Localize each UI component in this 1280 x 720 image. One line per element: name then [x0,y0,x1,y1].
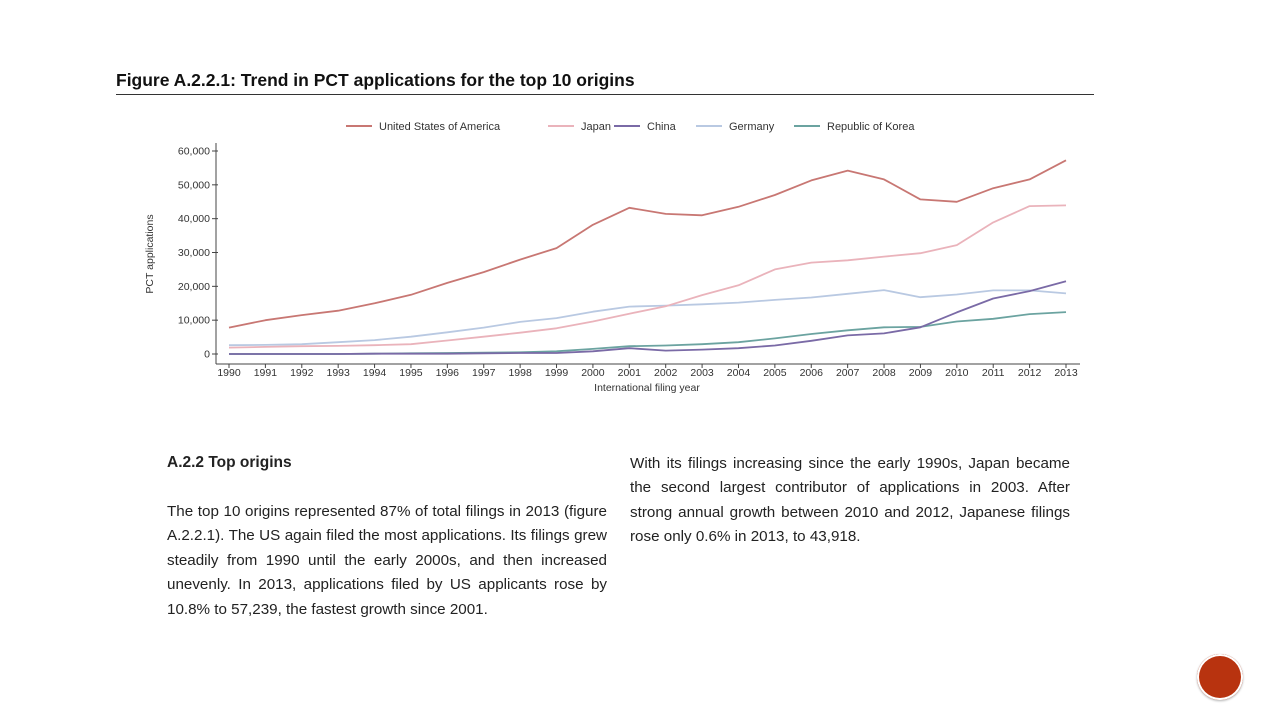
x-tick-label: 1991 [254,367,278,379]
series-line-china [229,280,1067,355]
x-tick-label: 2010 [945,367,969,379]
y-tick-label: 40,000 [178,213,210,225]
legend-label: China [647,121,677,133]
x-tick-label: 2012 [1018,367,1042,379]
x-tick-label: 2001 [618,367,642,379]
x-tick-label: 1996 [436,367,460,379]
pct-trend-chart: 0 10,000 20,000 30,000 40,000 50,000 60,000 199… [144,121,1080,394]
x-tick-label: 1993 [326,367,350,379]
x-tick-label: 1994 [363,367,387,379]
title-divider [116,94,1094,95]
x-tick-label: 2002 [654,367,678,379]
series-line-united-states-of-america [228,159,1067,329]
x-tick-label: 2005 [763,367,787,379]
x-tick-label: 1992 [290,367,314,379]
x-tick-label: 1998 [508,367,532,379]
y-tick-label: 30,000 [178,247,210,259]
x-axis-title: International filing year [594,382,700,394]
circle-button-icon[interactable] [1197,654,1243,700]
y-tick-label: 20,000 [178,281,210,293]
section-heading: A.2.2 Top origins [167,454,292,471]
y-tick-label: 60,000 [178,146,210,158]
x-tick-label: 2013 [1054,367,1078,379]
figure-title: Figure A.2.2.1: Trend in PCT application… [116,70,635,90]
x-tick-label: 2006 [800,367,824,379]
x-tick-label: 2003 [690,367,714,379]
x-tick-label: 2008 [872,367,896,379]
x-tick-label: 1999 [545,367,569,379]
x-tick-label: 2004 [727,367,751,379]
x-tick-label: 1997 [472,367,496,379]
x-tick-label: 2009 [909,367,933,379]
legend-label: Republic of Korea [827,121,915,133]
legend-label: Japan [581,121,611,133]
y-axis-title: PCT applications [144,214,156,293]
y-tick-label: 50,000 [178,179,210,191]
y-tick-label: 0 [204,349,210,361]
x-tick-label: 2011 [982,367,1005,379]
legend-label: United States of America [379,121,501,133]
x-tick-label: 1995 [399,367,423,379]
x-tick-label: 2007 [836,367,860,379]
series-line-germany [228,289,1067,347]
paragraph-japan: With its filings increasing since the ea… [630,455,1070,546]
legend-label: Germany [729,121,775,133]
paragraph-top-origins: The top 10 origins represented 87% of to… [167,503,607,618]
x-tick-label: 1990 [217,367,241,379]
y-tick-label: 10,000 [178,315,210,327]
x-tick-label: 2000 [581,367,605,379]
series-line-japan [228,204,1067,349]
